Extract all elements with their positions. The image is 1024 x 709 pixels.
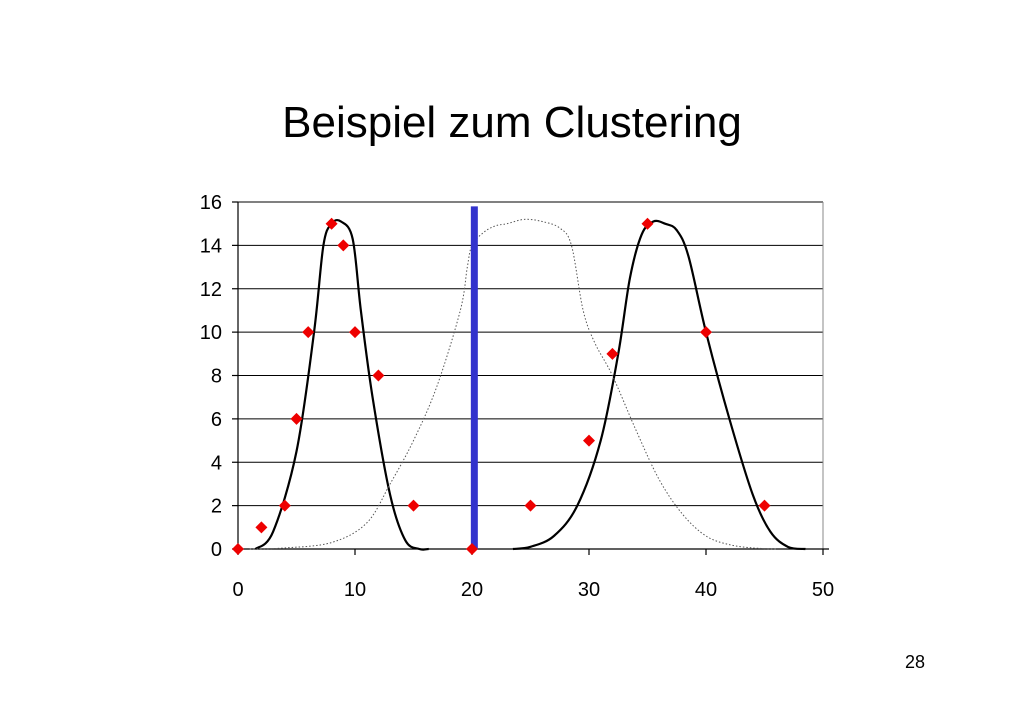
x-tick-label-0: 0 [232, 579, 243, 601]
data-point-5 [325, 217, 338, 230]
grid-lines [238, 201, 824, 549]
data-point-15 [700, 326, 712, 339]
x-tick-label-50: 50 [812, 579, 834, 601]
y-tick-label-8: 8 [211, 366, 222, 388]
x-tick-label-20: 20 [461, 579, 483, 601]
data-point-7 [349, 326, 361, 339]
data-point-14 [641, 217, 654, 230]
data-points [232, 217, 771, 555]
y-tick-label-0: 0 [211, 539, 222, 561]
tick-labels: 0 2 4 6 8 10 12 14 16 0 10 20 30 40 50 [200, 192, 834, 601]
y-tick-label-14: 14 [200, 235, 222, 257]
data-point-3 [290, 412, 303, 425]
y-tick-label-12: 12 [200, 279, 222, 301]
data-point-9 [407, 499, 420, 512]
data-point-12 [583, 434, 595, 447]
x-tick-label-40: 40 [695, 579, 717, 601]
data-point-4 [302, 326, 315, 339]
page-number: 28 [905, 652, 926, 672]
y-tick-label-4: 4 [211, 452, 222, 474]
data-point-8 [372, 369, 385, 382]
y-tick-label-16: 16 [200, 192, 222, 214]
data-point-6 [337, 239, 350, 252]
data-point-0 [232, 543, 244, 555]
solid-curve-1 [512, 219, 806, 551]
y-tick-label-2: 2 [211, 496, 222, 518]
y-tick-label-6: 6 [211, 409, 222, 431]
data-point-16 [758, 499, 771, 512]
solid-curve-0 [254, 218, 429, 551]
data-point-11 [524, 499, 537, 512]
data-point-13 [606, 347, 619, 360]
data-point-10 [466, 543, 478, 555]
data-point-1 [255, 521, 268, 534]
x-tick-label-30: 30 [578, 579, 600, 601]
density-curves [249, 218, 806, 551]
axes [232, 201, 829, 555]
dotted-curve-2 [249, 218, 777, 550]
data-point-2 [278, 499, 291, 512]
slide-title: Beispiel zum Clustering [282, 98, 742, 147]
y-tick-label-10: 10 [200, 322, 222, 344]
x-tick-label-10: 10 [344, 579, 366, 601]
